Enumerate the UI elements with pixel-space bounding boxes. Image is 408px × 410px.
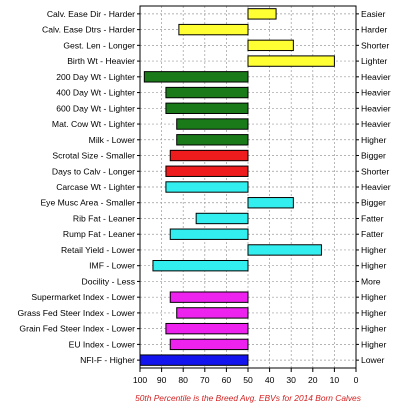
trait-label-left: Eye Musc Area - Smaller <box>40 198 135 208</box>
row-labels: Calv. Ease Dir - Harder Easier Calv. Ease … <box>18 9 391 365</box>
trait-label-right: Harder <box>361 25 387 35</box>
trait-label-left: IMF - Lower <box>89 261 135 271</box>
bar <box>247 244 322 256</box>
bar <box>169 149 249 162</box>
bar <box>139 354 249 366</box>
trait-label-left: Gest. Len - Longer <box>63 40 135 50</box>
trait-label-left: Birth Wt - Heavier <box>67 56 135 66</box>
trait-label-right: Lower <box>361 355 385 365</box>
trait-label-right: Fatter <box>361 229 384 239</box>
trait-label-left: Days to Calv - Longer <box>52 166 135 176</box>
x-tick-label: 40 <box>265 375 275 385</box>
bar <box>165 181 249 193</box>
trait-label-right: Shorter <box>361 166 389 176</box>
trait-label-right: Heavier <box>361 103 391 113</box>
trait-label-left: Rib Fat - Leaner <box>73 213 135 223</box>
bar <box>247 39 294 52</box>
x-tick-label: 80 <box>178 375 188 385</box>
trait-label-left: Milk - Lower <box>89 135 135 145</box>
x-tick-label: 10 <box>330 375 340 385</box>
trait-label-right: Higher <box>361 324 386 334</box>
bar <box>143 71 249 83</box>
x-tick-label: 30 <box>286 375 296 385</box>
bar <box>169 228 249 240</box>
trait-label-left: Calv. Ease Dtrs - Harder <box>42 25 135 35</box>
trait-label-left: Grass Fed Steer Index - Lower <box>18 308 136 318</box>
trait-label-left: Grain Fed Steer Index - Lower <box>19 324 135 334</box>
trait-label-right: Bigger <box>361 198 386 208</box>
trait-label-left: Calv. Ease Dir - Harder <box>47 9 135 19</box>
trait-label-left: NFI-F - Higher <box>80 355 135 365</box>
bar <box>178 23 249 36</box>
bar <box>169 291 249 303</box>
trait-label-right: Fatter <box>361 213 384 223</box>
trait-label-right: Higher <box>361 261 386 271</box>
trait-label-right: Higher <box>361 308 386 318</box>
trait-label-left: Docility - Less <box>82 276 135 286</box>
x-tick-label: 20 <box>308 375 318 385</box>
bar <box>247 197 294 209</box>
x-tick-label: 60 <box>222 375 232 385</box>
bar <box>176 134 249 146</box>
bar <box>176 118 249 130</box>
bar <box>247 8 277 20</box>
trait-label-left: 400 Day Wt - Lighter <box>56 88 135 98</box>
trait-label-right: Heavier <box>361 72 391 82</box>
bar <box>165 102 249 114</box>
bar <box>247 55 335 67</box>
trait-label-left: Retail Yield - Lower <box>61 245 135 255</box>
trait-label-right: Heavier <box>361 182 391 192</box>
x-tick-label: 100 <box>133 375 148 385</box>
trait-label-right: Higher <box>361 135 386 145</box>
trait-label-left: 600 Day Wt - Lighter <box>56 103 135 113</box>
bars <box>139 8 335 366</box>
x-axis-ticks: 100 90 80 70 60 50 40 30 20 10 0 <box>133 368 359 385</box>
trait-label-right: Higher <box>361 292 386 302</box>
bar <box>169 338 249 351</box>
trait-label-left: Mat. Cow Wt - Lighter <box>52 119 135 129</box>
x-tick-label: 70 <box>200 375 210 385</box>
bar <box>165 86 249 99</box>
trait-label-right: Bigger <box>361 151 386 161</box>
trait-label-right: Higher <box>361 339 386 349</box>
trait-label-right: Heavier <box>361 88 391 98</box>
trait-label-left: Supermarket Index - Lower <box>31 292 135 302</box>
bar <box>195 212 249 225</box>
chart-footnote: 50th Percentile is the Breed Avg. EBVs f… <box>135 393 362 403</box>
x-tick-label: 90 <box>157 375 167 385</box>
bar <box>165 165 249 177</box>
bar <box>165 322 249 335</box>
trait-label-right: Easier <box>361 9 385 19</box>
trait-label-left: 200 Day Wt - Lighter <box>56 72 135 82</box>
bar <box>152 260 249 272</box>
trait-label-left: EU Index - Lower <box>69 339 136 349</box>
trait-label-left: Carcase Wt - Lighter <box>56 182 135 192</box>
trait-label-right: Higher <box>361 245 386 255</box>
bar <box>176 307 249 319</box>
trait-label-left: Scrotal Size - Smaller <box>52 151 135 161</box>
x-tick-label: 50 <box>243 375 253 385</box>
trait-label-right: Lighter <box>361 56 387 66</box>
trait-label-right: Shorter <box>361 40 389 50</box>
trait-label-right: Heavier <box>361 119 391 129</box>
trait-label-right: More <box>361 276 381 286</box>
x-tick-label: 0 <box>354 375 359 385</box>
trait-label-left: Rump Fat - Leaner <box>63 229 135 239</box>
